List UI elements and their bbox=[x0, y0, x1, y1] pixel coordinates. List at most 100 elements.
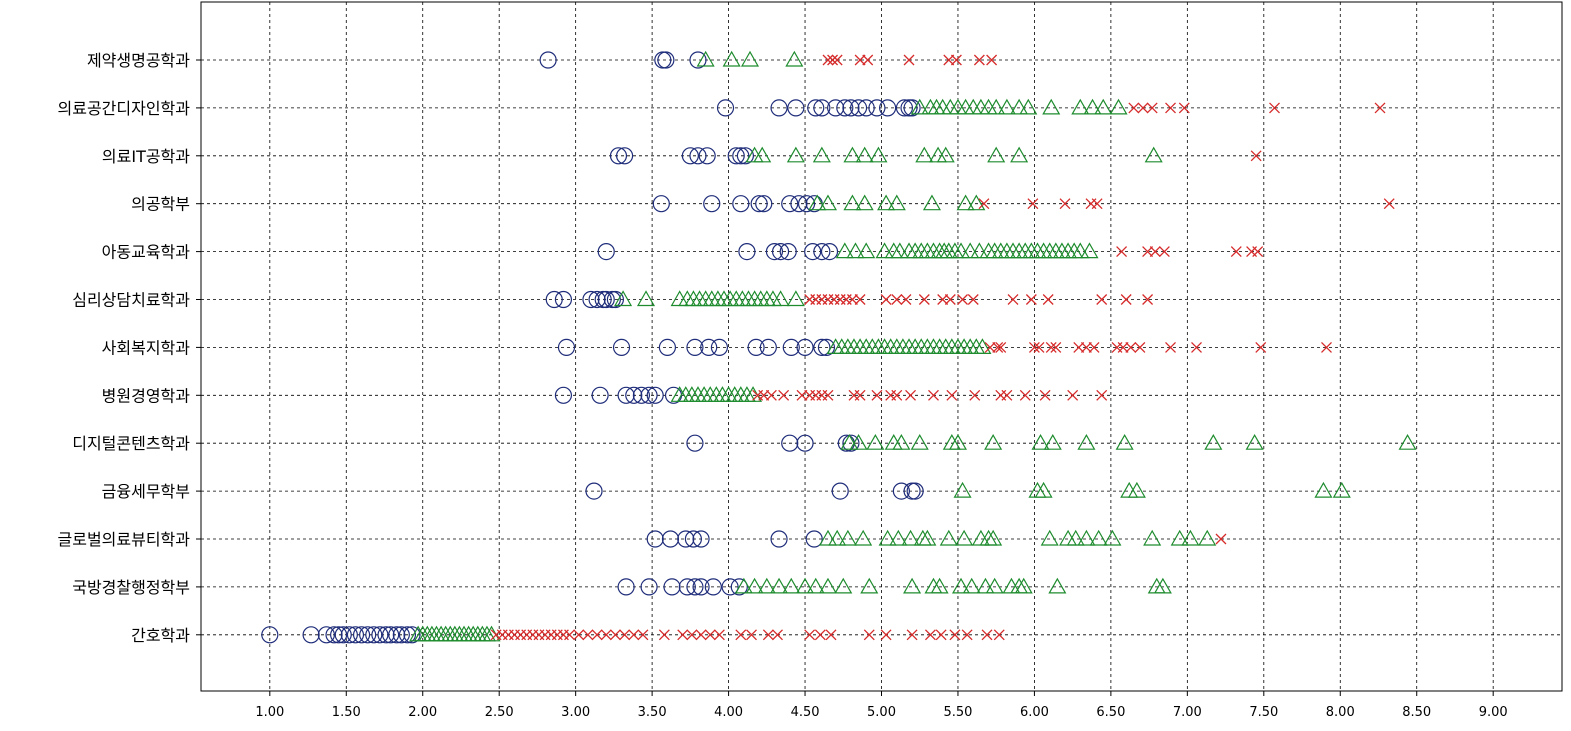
cross-point bbox=[1255, 341, 1267, 353]
circle-point bbox=[689, 51, 707, 69]
circle-point bbox=[807, 99, 825, 117]
cross-point bbox=[1230, 246, 1242, 258]
triangle-series bbox=[409, 50, 1417, 642]
circle-point bbox=[597, 290, 615, 309]
triangle-point bbox=[961, 242, 980, 259]
triangle-point bbox=[614, 290, 633, 307]
cross-point bbox=[1067, 389, 1079, 401]
x-tick-label: 3.50 bbox=[638, 705, 667, 720]
triangle-point bbox=[745, 577, 764, 594]
circle-point bbox=[359, 626, 377, 644]
circle-point bbox=[817, 338, 836, 356]
circle-point bbox=[585, 482, 603, 500]
circle-point bbox=[738, 243, 756, 261]
triangle-point bbox=[875, 242, 894, 259]
circle-point bbox=[770, 99, 788, 117]
triangle-point bbox=[796, 577, 815, 594]
x-tick-label: 9.00 bbox=[1479, 705, 1508, 720]
triangle-point bbox=[1115, 433, 1134, 450]
cross-point bbox=[978, 198, 990, 210]
x-tick-label: 4.00 bbox=[714, 705, 743, 720]
circle-point bbox=[632, 386, 651, 404]
cross-point bbox=[900, 294, 912, 305]
cross-point bbox=[891, 294, 903, 305]
cross-point bbox=[1039, 389, 1051, 401]
circle-point bbox=[681, 147, 699, 165]
circle-point bbox=[804, 243, 822, 261]
cross-point bbox=[695, 629, 707, 641]
category-label: 의료공간디자인학과 bbox=[58, 99, 191, 118]
triangle-point bbox=[1080, 242, 1099, 259]
x-tick-label: 6.50 bbox=[1096, 705, 1125, 720]
cross-point bbox=[891, 389, 903, 401]
circle-point bbox=[684, 530, 703, 548]
category-label: 디지털콘텐츠학과 bbox=[72, 434, 190, 453]
cross-point bbox=[1137, 102, 1149, 114]
triangle-point bbox=[1077, 529, 1096, 546]
x-tick-label: 3.00 bbox=[561, 705, 590, 720]
circle-point bbox=[796, 434, 814, 452]
triangle-point bbox=[915, 146, 934, 163]
triangle-point bbox=[951, 242, 971, 259]
cross-point bbox=[950, 54, 962, 66]
circle-point bbox=[302, 626, 320, 644]
cross-point bbox=[1374, 102, 1386, 114]
cross-point bbox=[831, 54, 843, 66]
circle-point bbox=[730, 578, 748, 596]
cross-point bbox=[905, 389, 917, 401]
x-tick-label: 8.50 bbox=[1402, 705, 1431, 720]
category-label: 금융세무학부 bbox=[102, 482, 190, 501]
cross-point bbox=[600, 629, 612, 641]
triangle-point bbox=[757, 577, 776, 594]
cross-point bbox=[969, 389, 981, 401]
circle-point bbox=[646, 530, 664, 548]
cross-point bbox=[822, 389, 834, 401]
circle-point bbox=[330, 626, 348, 644]
circle-point bbox=[831, 482, 849, 500]
cross-point bbox=[1165, 341, 1176, 353]
triangle-point bbox=[734, 577, 753, 594]
x-tick-label: 1.00 bbox=[255, 705, 284, 720]
circle-point bbox=[827, 99, 845, 117]
circle-point bbox=[700, 338, 718, 356]
cross-point bbox=[1091, 198, 1103, 210]
cross-point bbox=[804, 629, 816, 641]
circle-point bbox=[646, 386, 664, 404]
circle-point bbox=[759, 338, 777, 356]
triangle-point bbox=[849, 433, 868, 450]
circle-point bbox=[770, 530, 788, 548]
cross-point bbox=[1149, 246, 1161, 258]
triangle-point bbox=[1181, 529, 1200, 546]
circle-point bbox=[554, 290, 573, 309]
triangle-point bbox=[786, 290, 805, 307]
circle-point bbox=[879, 99, 897, 117]
triangle-point bbox=[840, 433, 859, 450]
circle-point bbox=[640, 386, 658, 404]
circle-point bbox=[732, 147, 750, 165]
triangle-point bbox=[1019, 98, 1038, 115]
category-label: 의료IT공학과 bbox=[102, 147, 190, 166]
x-tick-label: 5.50 bbox=[943, 705, 972, 720]
circle-point bbox=[392, 626, 410, 644]
triangle-point bbox=[1198, 529, 1217, 546]
triangle-point bbox=[967, 194, 986, 211]
cross-point bbox=[946, 389, 958, 401]
circle-point bbox=[836, 99, 854, 117]
triangle-point bbox=[808, 194, 827, 211]
circle-point bbox=[678, 578, 696, 596]
triangle-point bbox=[1398, 433, 1417, 450]
cross-point bbox=[637, 629, 649, 641]
triangle-point bbox=[854, 529, 873, 546]
circle-point bbox=[334, 626, 352, 644]
cross-point bbox=[796, 389, 808, 401]
circle-point bbox=[704, 578, 722, 596]
triangle-point bbox=[1066, 529, 1085, 546]
triangle-point bbox=[1042, 98, 1061, 115]
cross-point bbox=[609, 629, 621, 641]
cross-point bbox=[1165, 102, 1176, 114]
circle-point bbox=[617, 578, 635, 596]
circle-point bbox=[813, 99, 831, 117]
triangle-point bbox=[1089, 529, 1108, 546]
circle-point bbox=[340, 626, 358, 644]
triangle-point bbox=[918, 529, 937, 546]
